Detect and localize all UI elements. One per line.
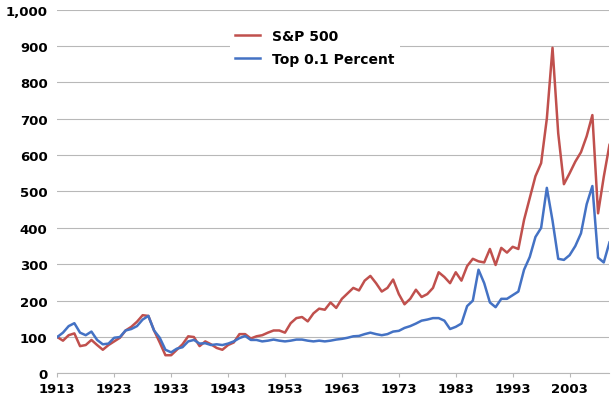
Top 0.1 Percent: [99, 342, 106, 347]
Legend: S&P 500, Top 0.1 Percent: S&P 500, Top 0.1 Percent: [230, 25, 400, 72]
S&P 500: [367, 274, 374, 279]
Line: S&P 500: S&P 500: [57, 49, 609, 355]
S&P 500: [407, 297, 414, 302]
S&P 500: [549, 46, 556, 51]
Top 0.1 Percent: [167, 350, 175, 355]
S&P 500: [321, 308, 328, 312]
Top 0.1 Percent: [407, 324, 414, 329]
S&P 500: [88, 338, 95, 342]
Top 0.1 Percent: [606, 241, 613, 245]
Top 0.1 Percent: [589, 184, 596, 189]
S&P 500: [480, 260, 488, 265]
Top 0.1 Percent: [321, 339, 328, 344]
S&P 500: [54, 335, 61, 340]
Top 0.1 Percent: [88, 329, 95, 334]
S&P 500: [162, 353, 169, 358]
S&P 500: [99, 348, 106, 352]
Top 0.1 Percent: [54, 335, 61, 340]
Top 0.1 Percent: [480, 281, 488, 286]
Line: Top 0.1 Percent: Top 0.1 Percent: [57, 186, 609, 352]
S&P 500: [606, 143, 613, 148]
Top 0.1 Percent: [367, 330, 374, 335]
